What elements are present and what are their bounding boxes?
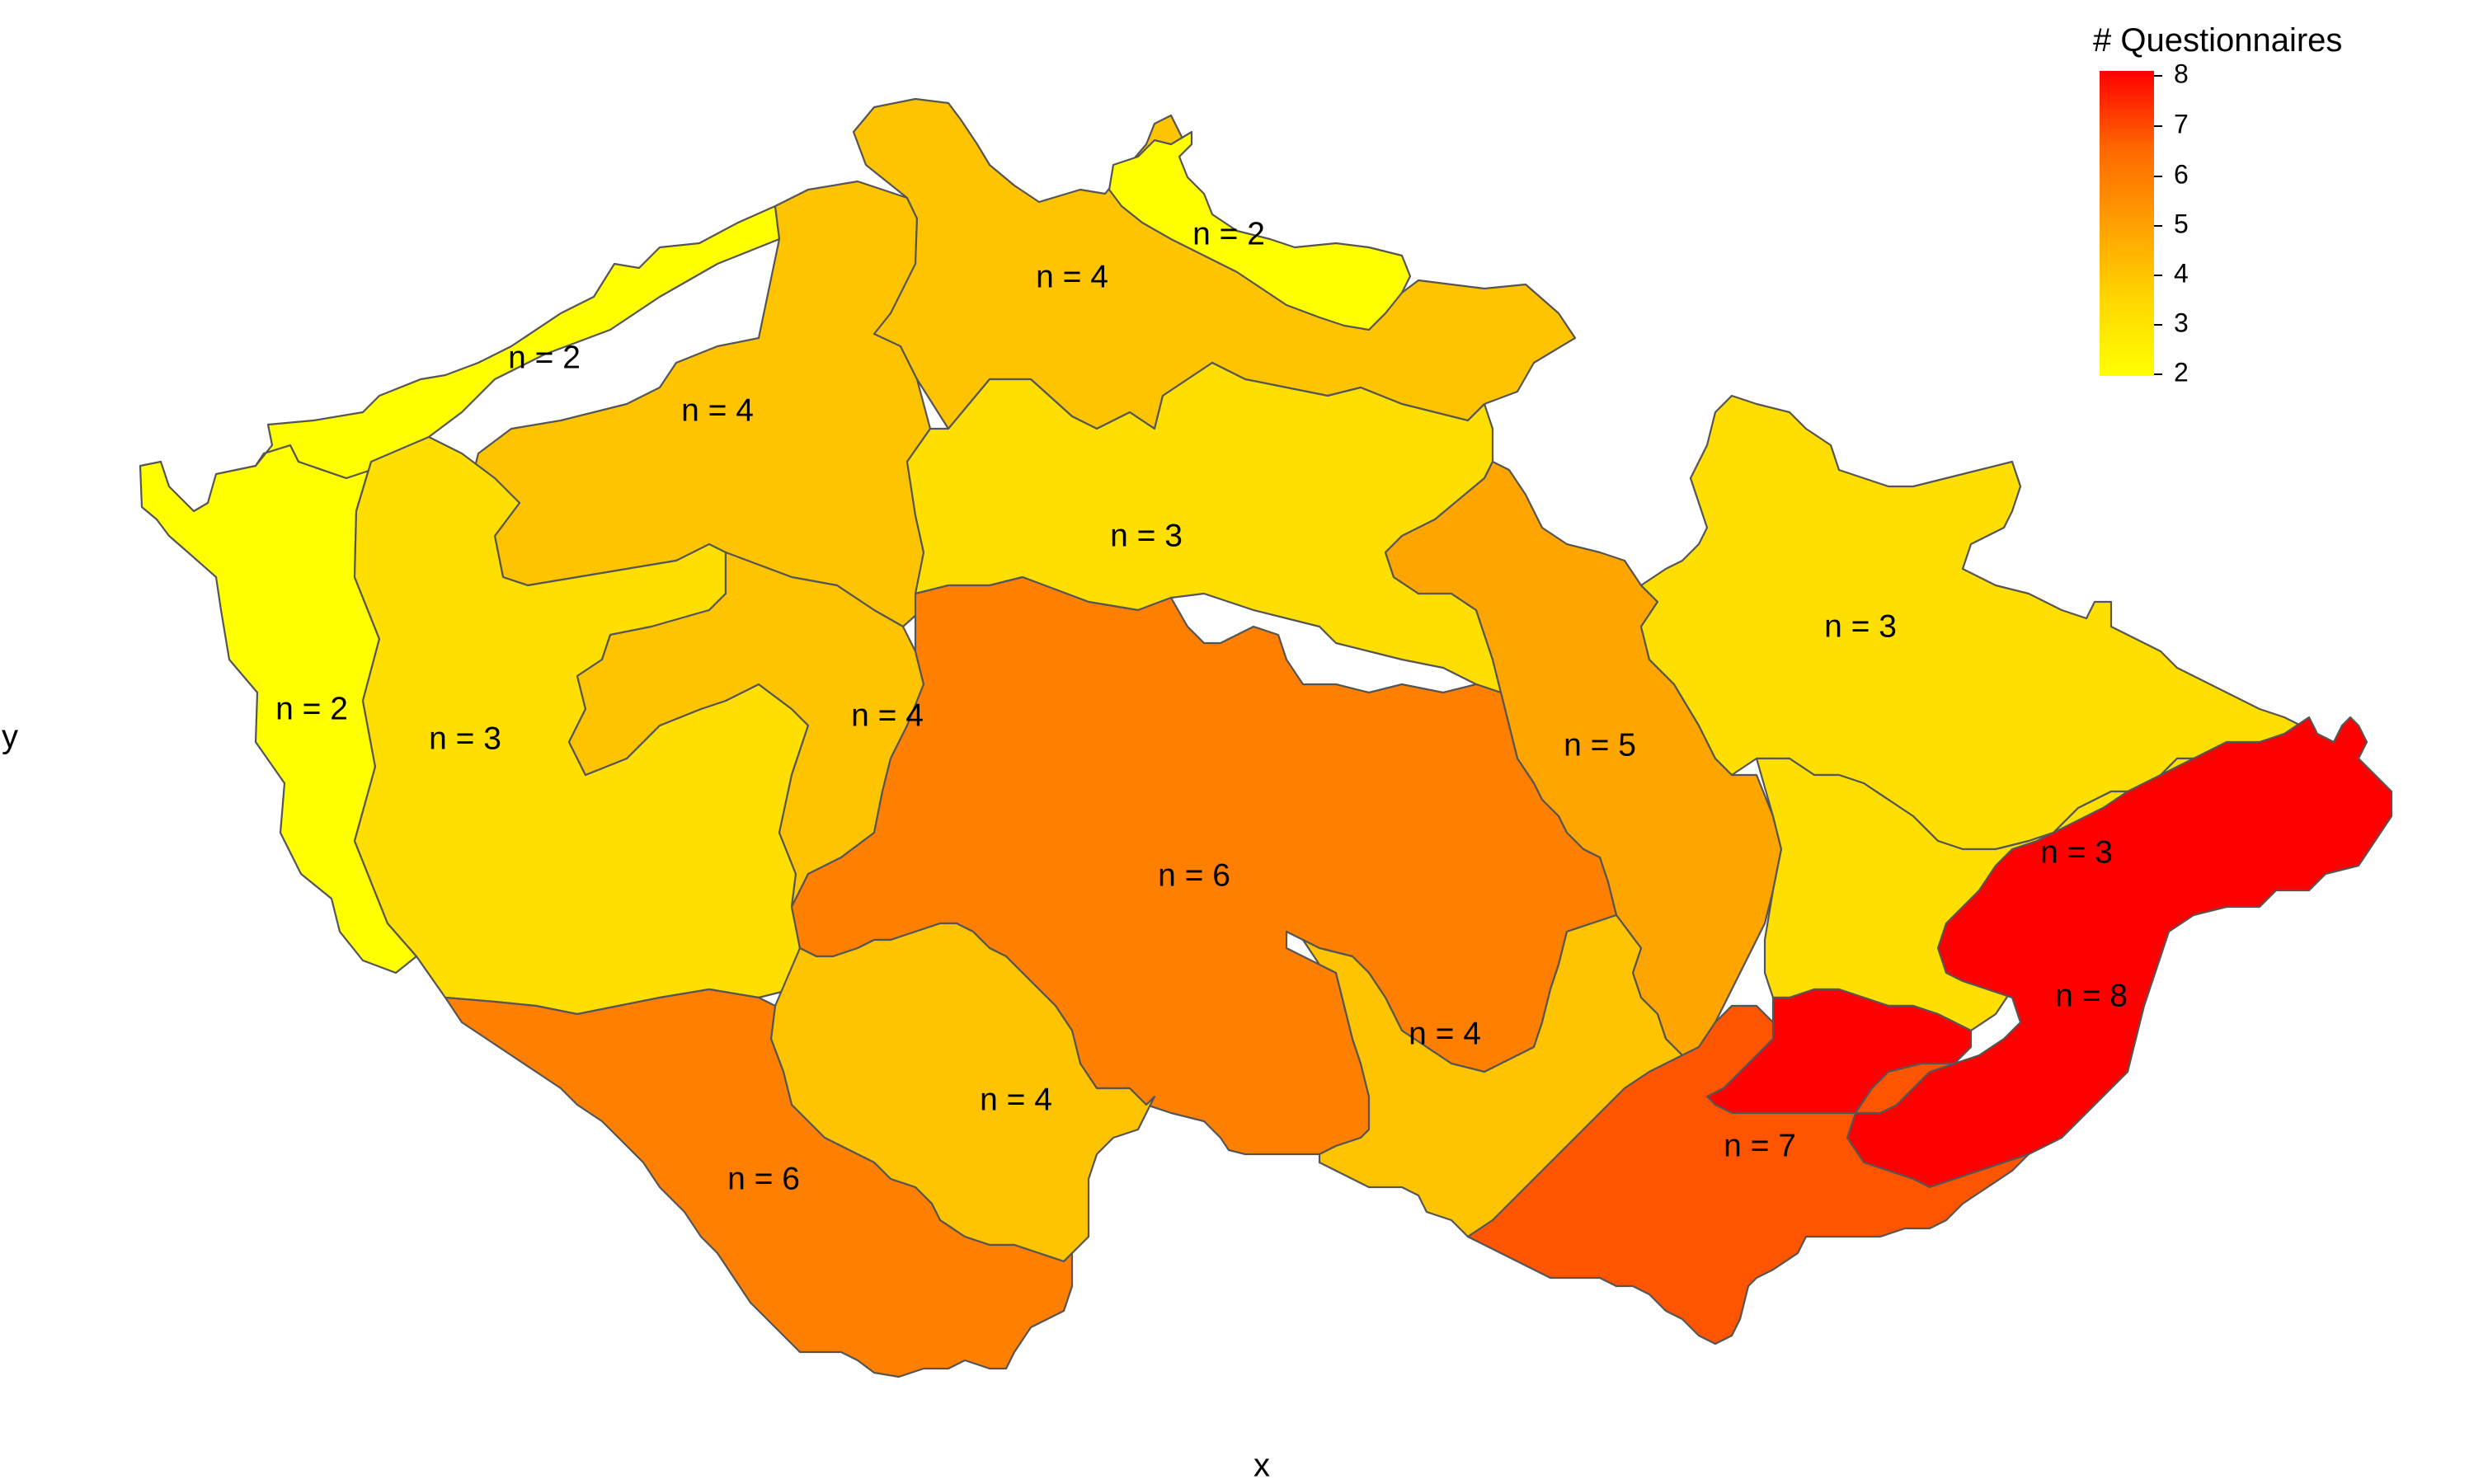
legend-tick-label: 6 [2174, 159, 2189, 189]
region-label-karlovarsky: n = 2 [275, 691, 348, 726]
region-label-jihomoravsky: n = 7 [1724, 1128, 1796, 1163]
region-jihomoravsky[interactable] [1466, 1004, 2030, 1345]
region-layer [139, 97, 2393, 1378]
region-label-jihocesky-ne: n = 4 [980, 1082, 1052, 1117]
legend: # Questionnaires 8 7 6 5 4 3 2 [2093, 22, 2342, 387]
legend-colorbar [2100, 71, 2154, 376]
region-label-plzensky: n = 3 [429, 721, 501, 756]
region-label-moravskoslezsky: n = 3 [2040, 834, 2113, 870]
legend-tick-label: 4 [2174, 258, 2189, 288]
x-axis-title: x [1253, 1448, 1270, 1484]
region-jihocesky[interactable] [444, 988, 1074, 1378]
legend-tick-label: 8 [2174, 59, 2189, 88]
region-label-olomoucky: n = 3 [1824, 608, 1897, 644]
region-label-layer: n = 2 n = 2 n = 2 n = 4 n = 4 n = 3 n = … [275, 216, 2128, 1196]
region-label-kralovehradecky: n = 3 [1110, 518, 1183, 553]
region-label-jihocesky: n = 6 [727, 1161, 800, 1196]
legend-tick-label: 3 [2174, 308, 2189, 337]
legend-ticks: 8 7 6 5 4 3 2 [2154, 59, 2189, 387]
region-label-ustecky-main: n = 4 [681, 392, 754, 428]
legend-title: # Questionnaires [2093, 22, 2342, 59]
region-label-liberecky: n = 2 [1192, 216, 1265, 251]
region-liberecky[interactable] [1108, 130, 1412, 331]
legend-tick-label: 5 [2174, 209, 2189, 238]
region-label-liberecky-main: n = 4 [1036, 259, 1108, 294]
region-label-stredocesky-sw: n = 4 [851, 697, 924, 733]
region-label-ustecky: n = 2 [508, 340, 581, 375]
region-label-vysocina: n = 4 [1409, 1016, 1481, 1051]
region-label-pardubicky: n = 5 [1564, 727, 1636, 763]
legend-tick-label: 2 [2174, 357, 2189, 387]
y-axis-title: y [2, 719, 18, 755]
region-label-stredocesky: n = 6 [1158, 857, 1230, 893]
region-label-zlinsky: n = 8 [2055, 978, 2128, 1013]
legend-tick-label: 7 [2174, 109, 2189, 139]
